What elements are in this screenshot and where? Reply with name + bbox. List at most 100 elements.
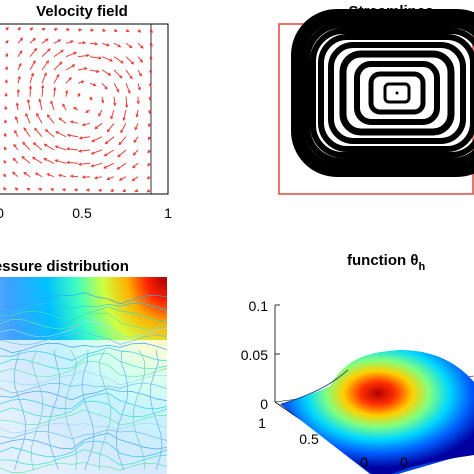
velocity-arrow: [104, 149, 115, 157]
velocity-arrow-head: [43, 158, 47, 161]
velocity-arrow-head: [12, 157, 16, 162]
velocity-arrow-head: [131, 177, 136, 182]
velocity-arrow-head: [147, 149, 151, 154]
theta-title-main: function θ: [347, 252, 418, 269]
velocity-arrow-head: [19, 37, 24, 41]
velocity-arrow-head: [117, 154, 121, 158]
streamline: [368, 71, 426, 115]
velocity-arrow-head: [15, 102, 19, 106]
velocity-arrow-head: [106, 176, 110, 181]
velocity-arrow-head: [137, 87, 141, 91]
velocity-arrow-head: [110, 116, 114, 120]
pressure-contour: [0, 461, 167, 474]
velocity-arrow-head: [134, 189, 138, 193]
velocity-arrow-head: [98, 56, 102, 60]
velocity-arrow-head: [137, 29, 142, 33]
pressure-contour: [0, 320, 167, 338]
velocity-arrow-head: [32, 37, 36, 41]
velocity-arrow-head: [47, 48, 51, 52]
velocity-arrow: [17, 63, 22, 71]
velocity-arrow: [58, 117, 67, 124]
velocity-arrow-head: [43, 72, 47, 76]
velocity-arrow: [41, 60, 49, 71]
velocity-arrow-head: [148, 110, 152, 115]
velocity-arrow: [91, 149, 103, 155]
velocity-arrow: [65, 51, 77, 58]
velocity-arrow: [65, 40, 74, 44]
velocity-arrow-head: [69, 174, 74, 178]
velocity-arrow-head: [4, 105, 8, 110]
velocity-arrow: [94, 122, 103, 129]
velocity-arrow-head: [78, 149, 82, 153]
velocity-arrow: [53, 74, 60, 84]
theta-ytick-0: 1: [258, 415, 266, 431]
velocity-arrow-head: [77, 162, 82, 166]
pressure-contour: [0, 409, 167, 426]
velocity-arrow-head: [69, 120, 74, 124]
streamline: [383, 82, 411, 104]
velocity-arrow: [58, 174, 67, 178]
velocity-arrow-head: [50, 188, 54, 192]
velocity-arrow-head: [133, 139, 137, 144]
velocity-arrow: [125, 69, 133, 79]
velocity-arrow: [12, 171, 19, 178]
velocity-arrow-head: [82, 41, 87, 45]
velocity-arrow: [137, 83, 141, 90]
velocity-arrow: [29, 38, 36, 44]
velocity-arrow-head: [116, 166, 120, 170]
velocity-arrow-head: [19, 50, 23, 54]
velocity-arrow: [125, 96, 128, 108]
velocity-arrow-head: [101, 100, 105, 104]
velocity-arrow: [105, 136, 115, 144]
velocity-arrow: [119, 176, 127, 181]
streamline: [310, 28, 474, 158]
velocity-arrow: [67, 148, 79, 151]
velocity-arrow-head: [4, 66, 8, 70]
velocity-arrow-head: [53, 86, 57, 91]
velocity-arrow-head: [148, 70, 152, 74]
velocity-arrow-head: [136, 100, 140, 105]
velocity-arrow: [43, 158, 55, 164]
velocity-arrow-head: [138, 73, 142, 77]
velocity-arrow: [125, 56, 134, 65]
velocity-arrow: [79, 136, 91, 139]
velocity-arrow-head: [32, 59, 36, 64]
velocity-arrow-head: [40, 84, 45, 89]
velocity-arrow-head: [103, 165, 107, 169]
velocity-arrow-head: [86, 53, 90, 58]
velocity-arrow-head: [103, 153, 108, 157]
velocity-arrow-head: [66, 133, 71, 137]
velocity-arrow-head: [2, 187, 7, 191]
velocity-arrow-head: [114, 28, 118, 32]
velocity-arrow: [98, 109, 103, 117]
velocity-arrow-head: [65, 89, 69, 94]
velocity-arrow: [77, 67, 87, 71]
velocity-arrow-head: [81, 175, 86, 179]
velocity-arrow-head: [140, 45, 144, 49]
pressure-contour: [0, 306, 167, 322]
velocity-arrow-head: [55, 131, 59, 135]
velocity-arrow-head: [147, 162, 151, 167]
velocity-arrow: [41, 72, 47, 84]
streamline: [354, 61, 440, 125]
velocity-arrow: [53, 39, 61, 44]
velocity-arrow-head: [50, 100, 54, 104]
velocity-arrow: [78, 162, 91, 165]
velocity-arrow-head: [11, 171, 16, 175]
velocity-arrow: [53, 87, 56, 97]
pressure-contour-vertical: [47, 349, 61, 471]
theta-surface: [282, 350, 474, 474]
velocity-arrow-head: [54, 28, 58, 32]
pressure-contour: [0, 440, 167, 458]
velocity-arrow: [118, 136, 127, 145]
velocity-arrow-head: [73, 107, 77, 111]
velocity-arrow: [44, 143, 55, 151]
velocity-title: Velocity field: [36, 3, 128, 20]
velocity-arrow-head: [21, 155, 25, 160]
velocity-arrow-head: [57, 39, 62, 43]
velocity-arrow: [14, 130, 19, 137]
pressure-contours: [0, 292, 167, 474]
velocity-arrow: [70, 175, 79, 178]
velocity-arrow-head: [3, 173, 7, 178]
velocity-arrow: [17, 76, 21, 84]
